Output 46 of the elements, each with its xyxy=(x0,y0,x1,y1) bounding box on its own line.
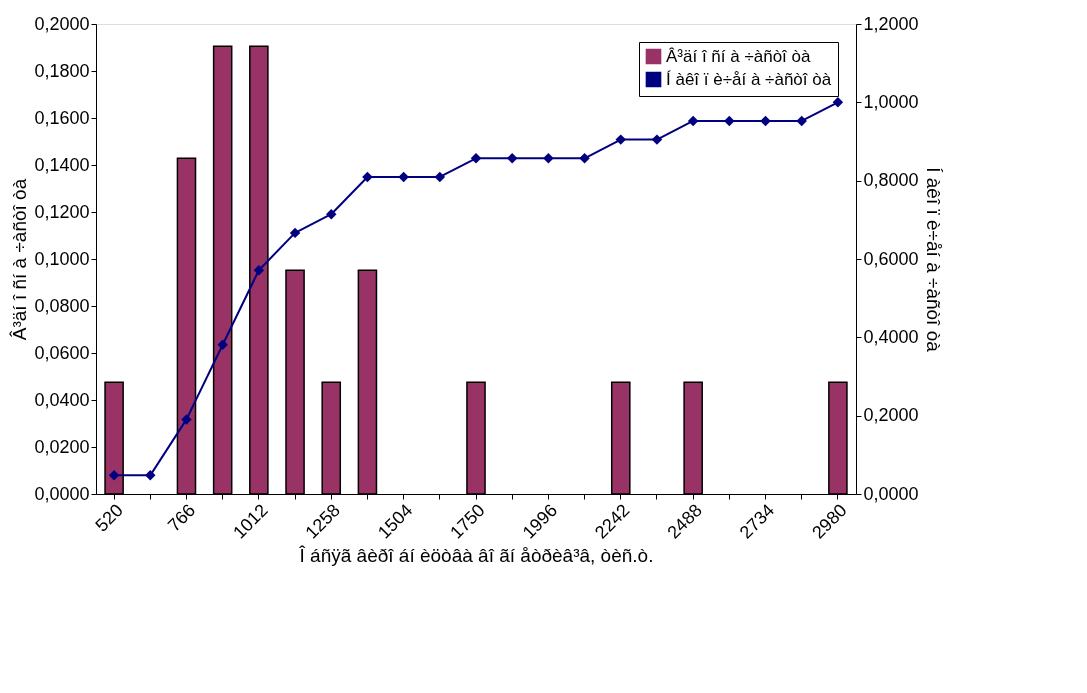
y-tick-label: 0,0600 xyxy=(34,342,90,363)
point xyxy=(832,97,844,108)
point xyxy=(506,153,518,164)
y-tick-label: 0,0400 xyxy=(34,389,90,410)
y-tick-label: 0,0200 xyxy=(34,436,90,457)
y2-tick-label: 1,2000 xyxy=(863,13,919,34)
y2-tick-label: 0,6000 xyxy=(863,248,919,269)
y2-axis-title: Í àêî ï è÷åí à ÷àñòî òà xyxy=(922,167,944,353)
y-tick-label: 0,1000 xyxy=(34,248,90,269)
point xyxy=(108,470,120,481)
point xyxy=(615,134,627,145)
point xyxy=(362,171,373,183)
point xyxy=(434,171,446,183)
point xyxy=(289,227,301,239)
point xyxy=(579,153,590,164)
legend-label: Í àêî ï è÷åí à ÷àñòî òà xyxy=(666,69,832,89)
point xyxy=(145,470,156,481)
x-tick-label: 766 xyxy=(163,500,200,536)
y-tick-label: 0,1200 xyxy=(34,201,90,222)
x-tick-label: 520 xyxy=(91,500,127,536)
y-tick-label: 0,1800 xyxy=(34,60,90,81)
point xyxy=(760,115,771,127)
y-axis-title: Â³äí î ñí à ÷àñòî òà xyxy=(9,178,31,341)
point xyxy=(470,153,482,164)
y-tick-label: 0,0800 xyxy=(34,295,90,316)
point xyxy=(181,414,192,425)
point xyxy=(543,153,554,164)
y-tick-label: 0,1600 xyxy=(34,107,90,128)
y2-tick-label: 0,8000 xyxy=(863,170,919,191)
y-tick-label: 0,1400 xyxy=(34,154,90,175)
y-tick-label: 0,0000 xyxy=(34,483,90,504)
x-axis-title: Î áñÿã âèðî áí èöòâà âî ãí åòðèâ³â, òèñ.ò. xyxy=(298,544,654,566)
point xyxy=(253,264,265,276)
point xyxy=(325,208,337,220)
y2-tick-label: 0,2000 xyxy=(863,405,919,426)
point xyxy=(217,339,228,351)
point xyxy=(398,171,409,183)
y2-tick-label: 0,0000 xyxy=(863,483,919,504)
point xyxy=(651,134,663,145)
y2-tick-label: 1,0000 xyxy=(863,91,919,112)
y2-tick-label: 0,4000 xyxy=(863,326,919,347)
point xyxy=(796,115,807,127)
y-tick-label: 0,2000 xyxy=(34,13,90,34)
point xyxy=(687,115,699,127)
point xyxy=(724,115,735,127)
legend-label: Â³äí î ñí à ÷àñòî òà xyxy=(666,46,812,66)
